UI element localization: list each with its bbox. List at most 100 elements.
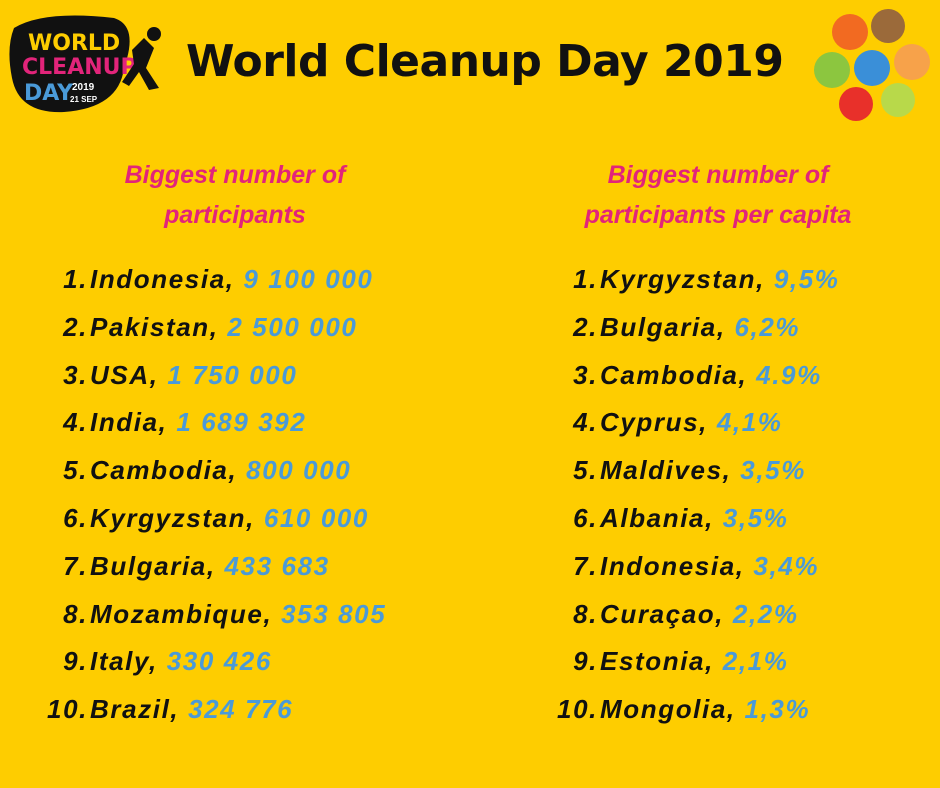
value: 2 500 000 <box>227 311 358 342</box>
country: Albania, <box>600 502 714 533</box>
faces <box>814 9 930 121</box>
value: 1 750 000 <box>167 359 298 390</box>
country-entry: Mongolia, 1,3% <box>600 694 810 725</box>
country: Estonia, <box>600 646 714 677</box>
logo: WORLD CLEANUP DAY 2019 21 SEP <box>9 15 161 113</box>
logo-blob <box>9 15 130 113</box>
rank: 3. <box>63 359 88 390</box>
rank: 5. <box>573 455 598 486</box>
value: 4,1% <box>716 407 783 438</box>
rank: 10. <box>47 694 88 725</box>
country: Indonesia, <box>90 264 235 294</box>
face <box>894 44 930 80</box>
value: 4.9% <box>756 359 822 390</box>
value: 324 776 <box>188 694 294 725</box>
heading-line: Biggest number of <box>607 161 829 189</box>
rank: 8. <box>63 598 88 629</box>
country: Cambodia, <box>600 359 748 390</box>
list-heading: Biggest number of participants per capita <box>538 155 898 235</box>
country-entry: Cyprus, 4,1% <box>600 407 783 438</box>
rank: 3. <box>573 359 598 390</box>
value: 1,3% <box>744 694 811 725</box>
rank: 10. <box>557 694 598 725</box>
country: Bulgaria, <box>90 550 216 581</box>
logo-text: DAY <box>24 81 74 106</box>
country: Indonesia, <box>600 550 745 581</box>
face <box>854 50 890 86</box>
value: 353 805 <box>281 598 387 629</box>
rank: 8. <box>573 598 598 629</box>
country-entry: Indonesia, 9 100 000 <box>90 264 373 295</box>
logo-figure-head <box>147 27 161 41</box>
rank: 4. <box>63 407 88 438</box>
country: Cyprus, <box>600 407 709 438</box>
rank: 6. <box>573 502 598 533</box>
country: Bulgaria, <box>600 311 726 342</box>
country: Italy, <box>90 646 158 677</box>
value: 3,5% <box>722 502 789 533</box>
country-entry: Cambodia, 800 000 <box>90 455 351 486</box>
face <box>871 9 905 43</box>
rank: 6. <box>63 502 88 533</box>
country-entry: Estonia, 2,1% <box>600 646 788 677</box>
country-entry: Mozambique, 353 805 <box>90 599 386 630</box>
country: India, <box>90 407 168 438</box>
country: Cambodia, <box>90 455 238 486</box>
heading-line: participants per capita <box>584 201 852 229</box>
country: Mozambique, <box>90 598 273 629</box>
rank: 9. <box>63 646 88 677</box>
value: 2,1% <box>722 646 789 677</box>
rank: 1. <box>63 264 88 294</box>
logo-text: WORLD <box>28 31 120 56</box>
country: Kyrgyzstan, <box>90 502 255 533</box>
country-entry: Kyrgyzstan, 610 000 <box>90 503 369 534</box>
value: 6,2% <box>734 311 801 342</box>
country-entry: USA, 1 750 000 <box>90 360 297 391</box>
country-entry: Brazil, 324 776 <box>90 694 293 725</box>
country: Kyrgyzstan, <box>600 264 765 294</box>
country-entry: Italy, 330 426 <box>90 646 272 677</box>
country-entry: Bulgaria, 433 683 <box>90 551 330 582</box>
country: Mongolia, <box>600 694 736 725</box>
country: Pakistan, <box>90 311 219 342</box>
face <box>832 14 868 50</box>
rank: 7. <box>63 550 88 581</box>
country-entry: Albania, 3,5% <box>600 503 788 534</box>
logo-text: CLEANUP <box>22 55 137 80</box>
rank: 2. <box>63 311 88 342</box>
country-entry: Kyrgyzstan, 9,5% <box>600 264 839 295</box>
rank: 1. <box>573 264 598 294</box>
value: 9 100 000 <box>243 264 374 294</box>
rank: 5. <box>63 455 88 486</box>
logo-date: 21 SEP <box>70 95 98 104</box>
value: 433 683 <box>224 550 330 581</box>
country: Brazil, <box>90 694 180 725</box>
logo-year: 2019 <box>72 82 95 93</box>
country-entry: Pakistan, 2 500 000 <box>90 312 357 343</box>
rank: 4. <box>573 407 598 438</box>
value: 800 000 <box>246 455 352 486</box>
value: 610 000 <box>263 502 369 533</box>
list-heading: Biggest number of participants <box>55 155 415 235</box>
country: USA, <box>90 359 159 390</box>
country-entry: Bulgaria, 6,2% <box>600 312 800 343</box>
rank: 9. <box>573 646 598 677</box>
value: 1 689 392 <box>176 407 307 438</box>
heading-line: participants <box>164 201 306 229</box>
country-entry: India, 1 689 392 <box>90 407 306 438</box>
value: 9,5% <box>773 264 840 294</box>
rank: 7. <box>573 550 598 581</box>
value: 3,5% <box>740 455 806 486</box>
country-entry: Cambodia, 4.9% <box>600 360 822 391</box>
country-entry: Maldives, 3,5% <box>600 455 806 486</box>
value: 330 426 <box>166 646 272 677</box>
rank: 2. <box>573 311 598 342</box>
face <box>839 87 873 121</box>
face <box>814 52 850 88</box>
title: World Cleanup Day 2019 <box>186 36 784 87</box>
country-entry: Curaçao, 2,2% <box>600 599 799 630</box>
country: Maldives, <box>600 455 732 486</box>
heading-line: Biggest number of <box>124 161 346 189</box>
value: 3,4% <box>753 550 820 581</box>
